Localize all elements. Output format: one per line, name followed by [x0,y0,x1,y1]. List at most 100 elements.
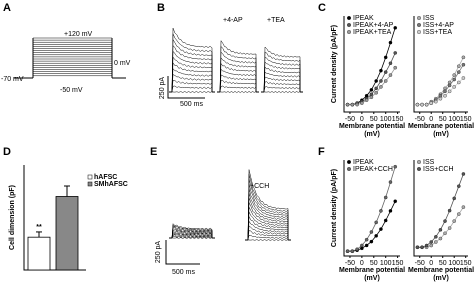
data-point [369,95,374,99]
data-point [424,243,429,248]
current-trace [169,27,215,93]
current-trace [169,224,215,239]
current-trace [245,193,291,241]
data-point [457,80,461,85]
step-edge [32,38,113,78]
x-axis-label: Membrane potential (mV) [338,123,406,138]
legend-label: ISS+CCH [423,166,454,173]
current-trace [245,235,291,241]
series-line [347,166,396,252]
data-point [438,228,443,232]
protocol-label: -70 mV [1,76,24,83]
current-trace [169,229,215,239]
x-tick-label: 50 [439,116,447,123]
current-trace [245,215,291,241]
series-line [417,206,464,248]
current-trace [245,183,291,241]
current-trace [169,33,215,93]
legend-label: ISS+TEA [423,29,452,36]
current-trace [217,51,259,93]
data-point [345,102,350,107]
legend-swatch [87,181,93,187]
data-point [360,101,364,105]
panel-label: C [318,2,326,14]
data-point [452,196,456,201]
data-point [383,70,388,74]
legend-marker [347,160,351,164]
current-trace [169,85,215,93]
data-point [429,240,433,244]
data-point [350,249,355,253]
current-trace [217,62,259,93]
scale-label: 250 pA [159,77,166,100]
data-point [461,55,466,60]
drug-label: +CCH [250,183,269,190]
axis [413,16,468,113]
data-point [415,245,420,250]
x-tick-label: -50 [415,116,425,123]
panel-label: E [150,146,157,158]
current-trace [245,188,291,241]
data-point [438,94,443,98]
data-point [364,237,369,242]
current-trace [217,74,259,93]
data-point [457,70,461,74]
x-tick-label: 150 [460,260,472,267]
data-point [360,243,364,248]
data-point [443,89,447,94]
data-point [461,76,466,80]
current-trace [261,81,303,93]
data-point [388,180,393,184]
legend-label: SMhAFSC [94,181,128,188]
data-point [393,164,397,169]
significance: ** [36,224,42,231]
current-trace [217,57,259,93]
data-point [350,102,355,107]
data-point [393,26,397,30]
current-trace [261,76,303,93]
panel-label: B [157,2,165,14]
current-trace [169,56,215,93]
protocol-label: +120 mV [64,31,93,38]
data-point [369,88,374,92]
data-point [364,243,369,248]
data-point [360,246,364,251]
data-point [379,79,383,83]
data-point [369,92,374,97]
legend-marker [347,167,351,171]
x-tick-label: 50 [370,116,378,123]
data-point [443,219,447,223]
scale-label: 250 pA [155,241,162,264]
panel-label: A [3,2,11,14]
legend-label: hAFSC [94,174,117,181]
legend-marker [417,16,421,20]
data-point [434,99,438,104]
data-point [374,91,378,95]
series-line [347,201,396,252]
axis [413,160,468,257]
x-tick-label: 150 [460,116,472,123]
data-point [388,209,393,213]
drug-label: +TEA [267,17,285,24]
current-trace [169,62,215,93]
current-trace [217,85,259,93]
current-trace [217,80,259,93]
current-trace [245,225,291,241]
scale-bar [167,76,205,99]
current-trace [261,90,303,94]
current-trace [169,38,215,93]
data-point [374,220,378,225]
data-point [393,51,397,55]
data-point [438,96,443,101]
current-trace [169,68,215,93]
protocol-label: -50 mV [60,87,83,94]
current-trace [217,68,259,93]
data-point [424,102,429,107]
data-point [383,79,388,83]
data-point [379,85,383,89]
legend-label: IPEAK+TEA [353,29,392,36]
data-point [355,247,359,252]
x-tick-label: -50 [345,260,355,267]
x-tick-label: 0 [429,116,433,123]
current-trace [169,80,215,93]
